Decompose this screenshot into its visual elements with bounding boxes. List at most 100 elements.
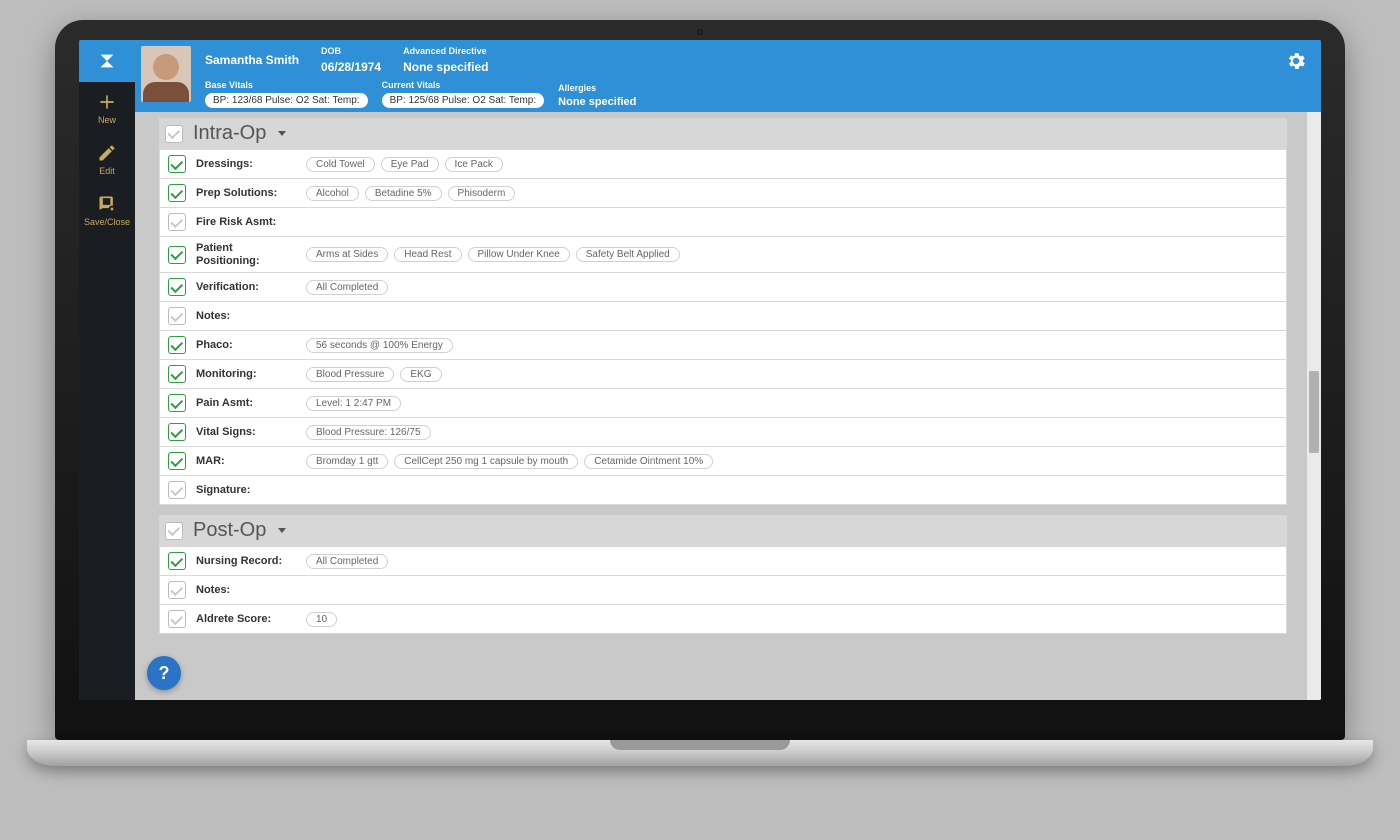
chip-group: Bromday 1 gtt CellCept 250 mg 1 capsule b… <box>306 454 713 469</box>
list-row[interactable]: Dressings: Cold Towel Eye Pad Ice Pack <box>159 149 1287 179</box>
scrollbar-thumb[interactable] <box>1309 371 1319 453</box>
row-checkbox[interactable] <box>168 336 186 354</box>
list-row[interactable]: Fire Risk Asmt: <box>159 207 1287 237</box>
row-checkbox[interactable] <box>168 452 186 470</box>
gear-icon <box>1285 50 1307 72</box>
chip[interactable]: CellCept 250 mg 1 capsule by mouth <box>394 454 578 469</box>
chip[interactable]: Cetamide Ointment 10% <box>584 454 713 469</box>
chip[interactable]: Blood Pressure: 126/75 <box>306 425 431 440</box>
chip[interactable]: EKG <box>400 367 441 382</box>
row-label: Notes: <box>196 310 296 323</box>
scrollbar-track[interactable] <box>1307 112 1321 700</box>
patient-photo[interactable] <box>141 46 191 102</box>
section-checkbox[interactable] <box>165 522 183 540</box>
chevron-down-icon[interactable] <box>278 131 286 136</box>
chip[interactable]: Pillow Under Knee <box>468 247 570 262</box>
laptop-bezel: New Edit Save/Close <box>55 20 1345 740</box>
row-label: Verification: <box>196 281 296 294</box>
laptop-frame: New Edit Save/Close <box>55 20 1345 800</box>
row-checkbox[interactable] <box>168 481 186 499</box>
list-row[interactable]: Signature: <box>159 475 1287 505</box>
list-row[interactable]: Notes: <box>159 301 1287 331</box>
chip-group: Blood Pressure: 126/75 <box>306 425 431 440</box>
section-header[interactable]: Intra-Op <box>159 118 1287 150</box>
chip[interactable]: Betadine 5% <box>365 186 442 201</box>
screen: New Edit Save/Close <box>79 40 1321 700</box>
row-checkbox[interactable] <box>168 307 186 325</box>
current-vitals-pill[interactable]: BP: 125/68 Pulse: O2 Sat: Temp: <box>382 93 545 108</box>
save-close-icon <box>96 194 118 214</box>
row-label: Phaco: <box>196 339 296 352</box>
directive-label: Advanced Directive <box>403 46 488 56</box>
sidebar-item-label: Save/Close <box>81 217 133 227</box>
list-row[interactable]: Vital Signs: Blood Pressure: 126/75 <box>159 417 1287 447</box>
chip[interactable]: Bromday 1 gtt <box>306 454 388 469</box>
list-row[interactable]: MAR:Bromday 1 gttCellCept 250 mg 1 capsu… <box>159 446 1287 476</box>
edit-icon <box>96 143 118 163</box>
row-label: Dressings: <box>196 158 296 171</box>
row-checkbox[interactable] <box>168 155 186 173</box>
chip[interactable]: All Completed <box>306 280 388 295</box>
list-row[interactable]: Pain Asmt: Level: 1 2:47 PM <box>159 388 1287 418</box>
row-checkbox[interactable] <box>168 213 186 231</box>
row-checkbox[interactable] <box>168 278 186 296</box>
row-label: Vital Signs: <box>196 426 296 439</box>
patient-name: Samantha Smith <box>205 53 299 67</box>
row-checkbox[interactable] <box>168 184 186 202</box>
help-button[interactable]: ? <box>147 656 181 690</box>
settings-button[interactable] <box>1285 50 1307 77</box>
chip[interactable]: 56 seconds @ 100% Energy <box>306 338 453 353</box>
chip[interactable]: Blood Pressure <box>306 367 394 382</box>
section-header[interactable]: Post-Op <box>159 515 1287 547</box>
base-vitals-label: Base Vitals <box>205 80 368 90</box>
chip[interactable]: All Completed <box>306 554 388 569</box>
list-row[interactable]: Patient Positioning:Arms at SidesHead Re… <box>159 236 1287 273</box>
row-checkbox[interactable] <box>168 246 186 264</box>
list-row[interactable]: Prep Solutions: Alcohol Betadine 5% Phisode… <box>159 178 1287 208</box>
list-row[interactable]: Verification: All Completed <box>159 272 1287 302</box>
base-vitals-pill[interactable]: BP: 123/68 Pulse: O2 Sat: Temp: <box>205 93 368 108</box>
list-row[interactable]: Phaco: 56 seconds @ 100% Energy <box>159 330 1287 360</box>
directive-value: None specified <box>403 60 488 74</box>
sidebar-item-saveclose[interactable]: Save/Close <box>79 184 135 235</box>
canvas: Intra-Op Dressings: Cold Towel Eye Pad Ice P… <box>135 112 1321 700</box>
patient-bar: Samantha Smith DOB 06/28/1974 Advanced D… <box>135 40 1321 112</box>
row-label: Fire Risk Asmt: <box>196 216 296 229</box>
chip[interactable]: Phisoderm <box>448 186 516 201</box>
chip[interactable]: Level: 1 2:47 PM <box>306 396 401 411</box>
chip-group: All Completed <box>306 280 388 295</box>
chip[interactable]: Arms at Sides <box>306 247 388 262</box>
list-row[interactable]: Aldrete Score: 10 <box>159 604 1287 634</box>
section-title: Post-Op <box>193 519 266 542</box>
row-checkbox[interactable] <box>168 552 186 570</box>
chip[interactable]: Safety Belt Applied <box>576 247 680 262</box>
sidebar: New Edit Save/Close <box>79 40 135 700</box>
row-label: Notes: <box>196 584 296 597</box>
section-checkbox[interactable] <box>165 125 183 143</box>
row-checkbox[interactable] <box>168 365 186 383</box>
sidebar-item-label: Edit <box>81 166 133 176</box>
row-label: Prep Solutions: <box>196 187 296 200</box>
row-checkbox[interactable] <box>168 610 186 628</box>
sidebar-item-edit[interactable]: Edit <box>79 133 135 184</box>
list-row[interactable]: Notes: <box>159 575 1287 605</box>
row-checkbox[interactable] <box>168 423 186 441</box>
list-row[interactable]: Nursing Record:All Completed <box>159 546 1287 576</box>
row-label: Pain Asmt: <box>196 397 296 410</box>
sidebar-item-new[interactable]: New <box>79 82 135 133</box>
chip[interactable]: Eye Pad <box>381 157 439 172</box>
chip-group: Cold Towel Eye Pad Ice Pack <box>306 157 503 172</box>
chevron-down-icon[interactable] <box>278 528 286 533</box>
logo-icon[interactable] <box>79 40 135 82</box>
chip[interactable]: Alcohol <box>306 186 359 201</box>
row-checkbox[interactable] <box>168 394 186 412</box>
row-label: Aldrete Score: <box>196 613 296 626</box>
chip[interactable]: Cold Towel <box>306 157 375 172</box>
chip[interactable]: 10 <box>306 612 337 627</box>
chip[interactable]: Ice Pack <box>445 157 503 172</box>
dob-label: DOB <box>321 46 381 56</box>
chip[interactable]: Head Rest <box>394 247 461 262</box>
row-checkbox[interactable] <box>168 581 186 599</box>
chip-group: Blood Pressure EKG <box>306 367 442 382</box>
list-row[interactable]: Monitoring:Blood PressureEKG <box>159 359 1287 389</box>
